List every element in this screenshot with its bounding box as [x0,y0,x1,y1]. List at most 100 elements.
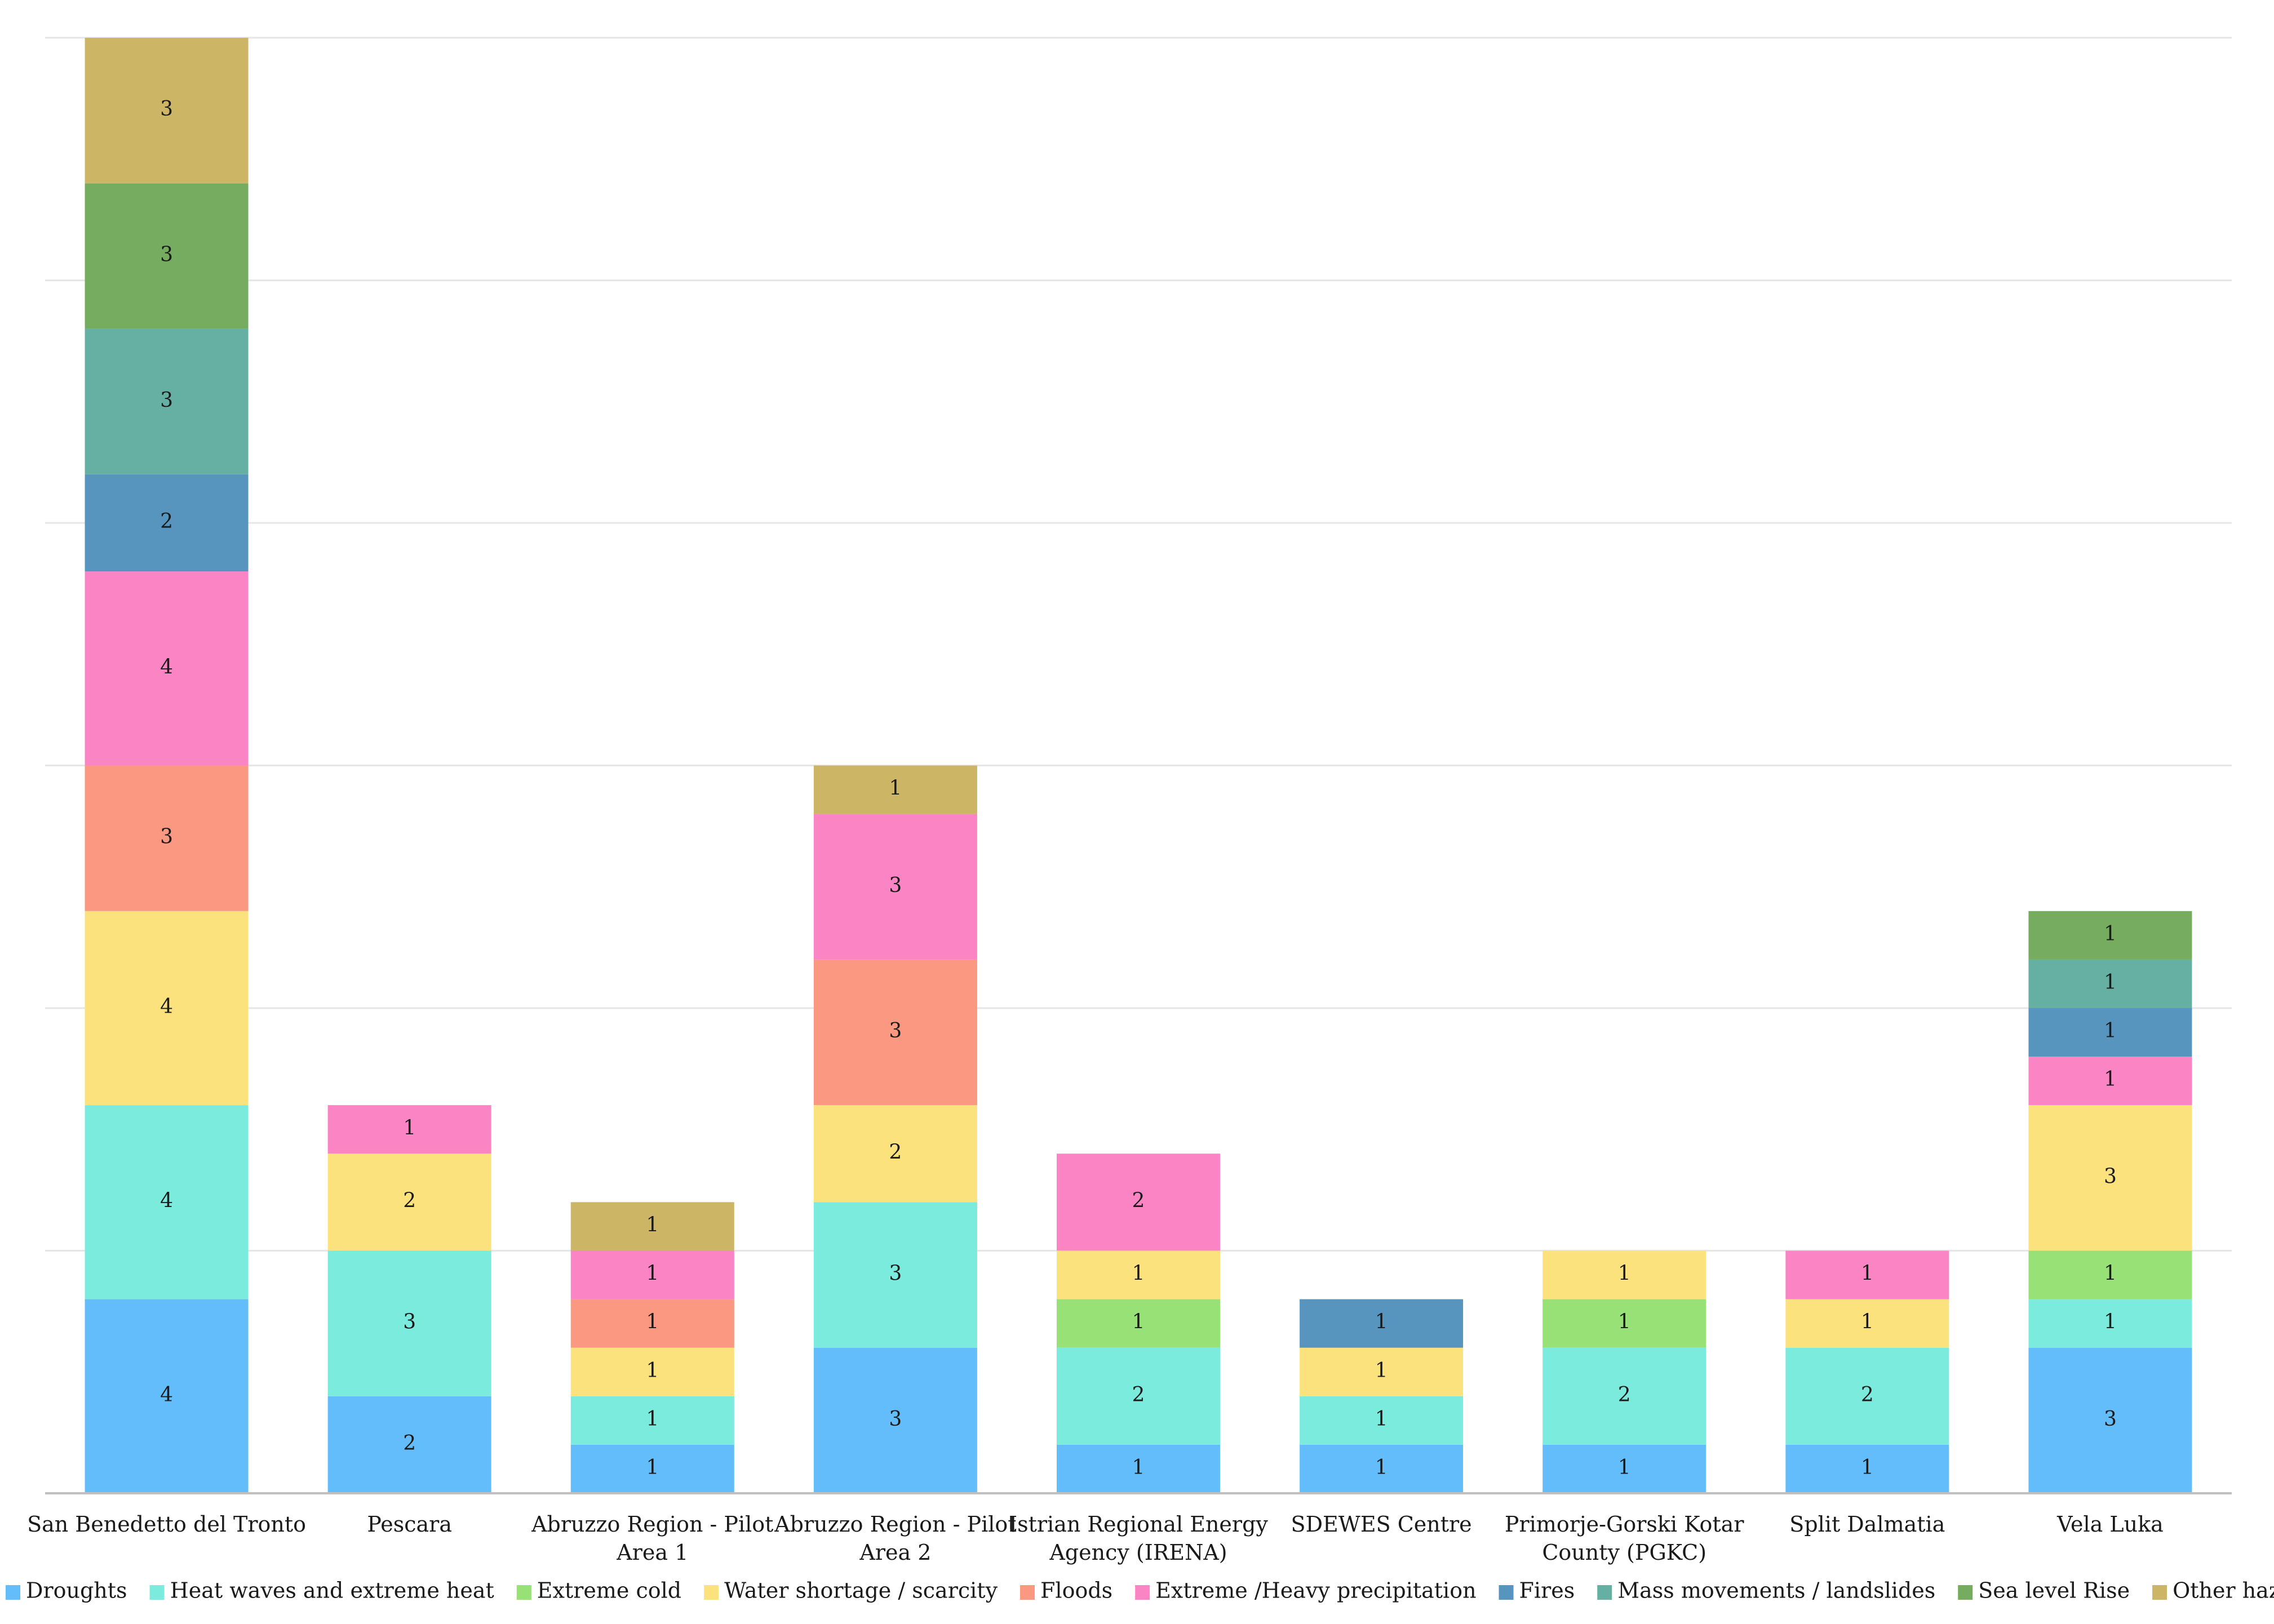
legend-label: Fires [1519,1578,1575,1603]
bar-segment [570,1250,734,1299]
legend-item: Sea level Rise [1958,1578,2130,1603]
legend-label: Floods [1040,1578,1112,1603]
data-label: 4 [160,995,173,1018]
bar-segment [327,1396,491,1493]
legend-swatch [1135,1585,1150,1600]
data-label: 1 [1618,1262,1631,1285]
bar-segment [2028,1105,2192,1251]
legend-swatch [1499,1585,1514,1600]
data-label: 1 [1861,1456,1874,1479]
legend-label: Extreme /Heavy precipitation [1155,1578,1476,1603]
data-label: 3 [403,1311,416,1334]
bar-segment [1057,1299,1220,1348]
legend-label: Extreme cold [537,1578,681,1603]
legend-label: Heat waves and extreme heat [170,1578,494,1603]
data-labels: 4 4 4 3 4 2 3 3 3 2 3 2 1 1 1 1 1 1 1 3 3 2 3 3 1 1 2 1 1 2 1 1 1 1 1 2 1 1 1 2… [160,97,2117,1479]
bar-segment [1542,1299,1706,1348]
data-label: 2 [1132,1383,1145,1406]
bar-segment [85,183,249,329]
data-label: 1 [646,1262,659,1285]
data-label: 3 [160,389,173,412]
data-label: 3 [2104,1165,2117,1188]
legend-swatch [516,1585,531,1600]
bar-segment [570,1396,734,1445]
data-label: 1 [1375,1456,1388,1479]
bar-segment [813,1347,977,1493]
bar-segment [1300,1444,1464,1493]
bar-segment [1300,1299,1464,1348]
data-label: 2 [403,1189,416,1212]
bar-segment [2028,1008,2192,1057]
legend-swatch [1597,1585,1612,1600]
bar-segment [1300,1396,1464,1445]
data-label: 1 [2104,1311,2117,1334]
data-label: 2 [1618,1383,1631,1406]
bar-segment [813,765,977,814]
data-label: 2 [160,510,173,533]
bar-segment [1542,1347,1706,1445]
bar-segment [327,1153,491,1251]
bar-segment [813,959,977,1106]
data-label: 3 [889,1019,902,1042]
data-label: 1 [1132,1262,1145,1285]
data-label: 3 [889,874,902,897]
category-label: County (PGKC) [1542,1540,1706,1565]
data-label: 1 [1375,1359,1388,1382]
data-label: 1 [403,1116,416,1139]
bars [85,38,2192,1493]
legend-label: Mass movements / landslides [1617,1578,1935,1603]
data-label: 2 [1132,1189,1145,1212]
data-label: 1 [2104,1262,2117,1285]
bar-segment [1300,1347,1464,1396]
bar-segment [813,1202,977,1348]
data-label: 1 [1375,1408,1388,1431]
category-label: Abruzzo Region - Pilot [531,1512,773,1537]
legend-item: Water shortage / scarcity [704,1578,998,1603]
legend-label: Other hazards [2173,1578,2274,1603]
category-labels: San Benedetto del Tronto Pescara Abruzzo R… [27,1512,2164,1565]
bar-segment [570,1299,734,1348]
bar-segment [85,1299,249,1493]
bar-segment [2028,1250,2192,1299]
legend-swatch [1958,1585,1973,1600]
data-label: 1 [1132,1456,1145,1479]
data-label: 4 [160,1383,173,1406]
data-label: 2 [889,1141,902,1164]
category-label: Agency (IRENA) [1049,1540,1227,1565]
bar-segment [2028,1299,2192,1348]
data-label: 3 [160,826,173,849]
legend-item: Other hazards [2152,1578,2274,1603]
data-label: 1 [646,1311,659,1334]
data-label: 1 [2104,1068,2117,1091]
legend-swatch [1020,1585,1035,1600]
data-label: 1 [1618,1311,1631,1334]
data-label: 1 [646,1213,659,1236]
category-label: Istrian Regional Energy [1009,1512,1268,1537]
data-label: 3 [889,1262,902,1285]
bar-segment [85,1105,249,1299]
bar-segment [1542,1444,1706,1493]
legend-item: Floods [1020,1578,1112,1603]
category-label: Pescara [367,1512,452,1537]
data-label: 1 [1861,1262,1874,1285]
data-label: 4 [160,1189,173,1212]
category-label: Split Dalmatia [1789,1512,1945,1537]
data-label: 3 [2104,1408,2117,1431]
data-label: 1 [1375,1311,1388,1334]
legend-item: Extreme /Heavy precipitation [1135,1578,1477,1603]
legend-label: Water shortage / scarcity [724,1578,998,1603]
data-label: 1 [889,777,902,800]
bar-segment [570,1202,734,1251]
category-label: Vela Luka [2056,1512,2164,1537]
category-label: SDEWES Centre [1291,1512,1472,1537]
bar-segment [2028,911,2192,960]
bar-segment [1057,1444,1220,1493]
bar-segment [2028,1057,2192,1106]
data-label: 1 [646,1456,659,1479]
category-label: Abruzzo Region - Pilot [774,1512,1016,1537]
data-label: 1 [1618,1456,1631,1479]
bar-segment [1785,1250,1949,1299]
bar-segment [85,38,249,184]
data-label: 3 [889,1408,902,1431]
